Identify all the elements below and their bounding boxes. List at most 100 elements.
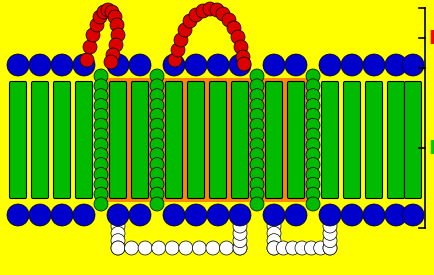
Circle shape [384, 54, 406, 76]
Circle shape [111, 241, 125, 255]
Circle shape [94, 69, 108, 83]
Circle shape [250, 138, 263, 152]
Circle shape [178, 23, 191, 37]
Circle shape [236, 50, 250, 64]
Circle shape [94, 98, 108, 112]
Circle shape [94, 148, 108, 162]
Circle shape [101, 3, 115, 17]
Circle shape [250, 89, 263, 103]
Circle shape [250, 128, 263, 142]
Circle shape [83, 40, 97, 54]
Circle shape [228, 204, 250, 226]
Circle shape [151, 241, 165, 255]
Circle shape [184, 54, 207, 76]
Circle shape [150, 128, 164, 142]
Circle shape [263, 204, 284, 226]
Circle shape [305, 89, 319, 103]
Circle shape [93, 10, 107, 24]
Circle shape [233, 219, 247, 233]
Circle shape [401, 204, 423, 226]
Circle shape [250, 98, 263, 112]
Circle shape [266, 241, 280, 255]
Circle shape [305, 177, 319, 191]
Circle shape [150, 197, 164, 211]
FancyBboxPatch shape [187, 81, 204, 199]
Circle shape [111, 28, 125, 42]
Circle shape [401, 54, 423, 76]
Circle shape [207, 204, 228, 226]
Circle shape [108, 10, 122, 24]
Circle shape [178, 241, 192, 255]
Circle shape [250, 69, 263, 83]
Circle shape [210, 3, 224, 17]
Circle shape [94, 167, 108, 182]
Circle shape [94, 187, 108, 201]
Circle shape [233, 40, 247, 54]
Circle shape [107, 204, 129, 226]
Circle shape [266, 241, 280, 255]
Circle shape [294, 241, 308, 255]
Circle shape [129, 204, 151, 226]
FancyBboxPatch shape [321, 81, 338, 199]
Circle shape [221, 13, 236, 27]
Circle shape [150, 158, 164, 172]
Circle shape [266, 226, 280, 240]
Circle shape [73, 54, 95, 76]
Circle shape [322, 234, 336, 248]
Circle shape [384, 204, 406, 226]
FancyBboxPatch shape [287, 81, 304, 199]
Circle shape [168, 53, 181, 67]
Circle shape [305, 118, 319, 132]
Circle shape [203, 2, 217, 16]
Circle shape [250, 108, 263, 122]
Circle shape [150, 108, 164, 122]
Circle shape [138, 241, 152, 255]
Circle shape [174, 33, 187, 47]
Bar [253, 78, 310, 202]
Circle shape [276, 241, 289, 255]
FancyBboxPatch shape [165, 81, 182, 199]
Circle shape [322, 226, 336, 240]
FancyBboxPatch shape [131, 81, 148, 199]
Circle shape [107, 54, 129, 76]
Circle shape [362, 54, 384, 76]
Circle shape [305, 197, 319, 211]
Circle shape [305, 158, 319, 172]
FancyBboxPatch shape [209, 81, 226, 199]
Circle shape [7, 204, 29, 226]
FancyBboxPatch shape [109, 81, 126, 199]
Circle shape [305, 167, 319, 182]
Circle shape [205, 241, 219, 255]
Circle shape [250, 148, 263, 162]
Circle shape [233, 241, 247, 255]
Circle shape [150, 69, 164, 83]
Circle shape [340, 204, 362, 226]
FancyBboxPatch shape [76, 81, 92, 199]
Circle shape [94, 108, 108, 122]
Circle shape [322, 241, 336, 255]
Circle shape [250, 79, 263, 93]
Circle shape [305, 128, 319, 142]
Circle shape [94, 89, 108, 103]
Circle shape [284, 204, 306, 226]
Circle shape [340, 54, 362, 76]
FancyBboxPatch shape [387, 81, 404, 199]
Circle shape [207, 54, 228, 76]
Text: P: P [427, 139, 434, 158]
Bar [97, 78, 155, 202]
Circle shape [233, 241, 247, 255]
Circle shape [228, 54, 250, 76]
FancyBboxPatch shape [10, 81, 26, 199]
FancyBboxPatch shape [231, 81, 248, 199]
Circle shape [150, 118, 164, 132]
Circle shape [322, 241, 336, 255]
Circle shape [237, 57, 250, 71]
Circle shape [305, 138, 319, 152]
Circle shape [163, 204, 184, 226]
Text: E: E [427, 29, 434, 48]
Circle shape [285, 241, 299, 255]
Circle shape [216, 7, 230, 21]
Circle shape [305, 98, 319, 112]
Circle shape [97, 5, 111, 19]
Circle shape [94, 79, 108, 93]
